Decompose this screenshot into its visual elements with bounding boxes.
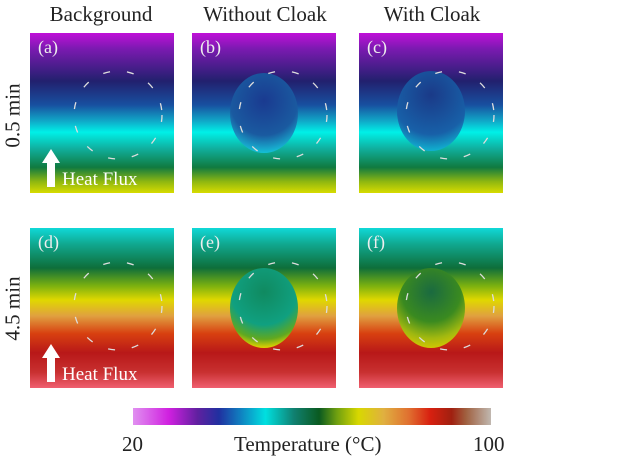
heat-flux-arrow-icon bbox=[42, 149, 60, 187]
colorbar-max: 100 bbox=[473, 432, 505, 456]
panel-label: (d) bbox=[38, 232, 59, 252]
column-title-background: Background bbox=[49, 2, 153, 26]
cloak-region bbox=[230, 268, 298, 348]
row-label-4-5-min: 4.5 min bbox=[0, 276, 25, 341]
colorbar-min: 20 bbox=[122, 432, 143, 456]
heat-flux-label: Heat Flux bbox=[62, 169, 138, 190]
panel-label: (c) bbox=[367, 37, 387, 57]
panel-c: (c) bbox=[359, 33, 503, 193]
row-label-0-5-min: 0.5 min bbox=[0, 83, 25, 148]
cloak-region bbox=[230, 73, 298, 153]
cloak-region bbox=[397, 268, 465, 348]
heat-flux-label: Heat Flux bbox=[62, 364, 138, 385]
panel-a: (a) Heat Flux bbox=[30, 33, 174, 193]
panel-e: (e) bbox=[192, 228, 336, 388]
panel-label: (b) bbox=[200, 37, 221, 57]
cloak-region bbox=[397, 71, 465, 151]
colorbar-label: Temperature (°C) bbox=[234, 432, 382, 456]
panel-label: (a) bbox=[38, 37, 58, 57]
panel-f: (f) bbox=[359, 228, 503, 388]
temperature-colorbar bbox=[133, 408, 491, 425]
heat-flux-arrow-icon bbox=[42, 344, 60, 382]
panel-label: (e) bbox=[200, 232, 220, 252]
column-title-without-cloak: Without Cloak bbox=[203, 2, 327, 26]
column-title-with-cloak: With Cloak bbox=[383, 2, 481, 26]
panel-label: (f) bbox=[367, 232, 385, 252]
panel-b: (b) bbox=[192, 33, 336, 193]
panel-d: (d) Heat Flux bbox=[30, 228, 174, 388]
